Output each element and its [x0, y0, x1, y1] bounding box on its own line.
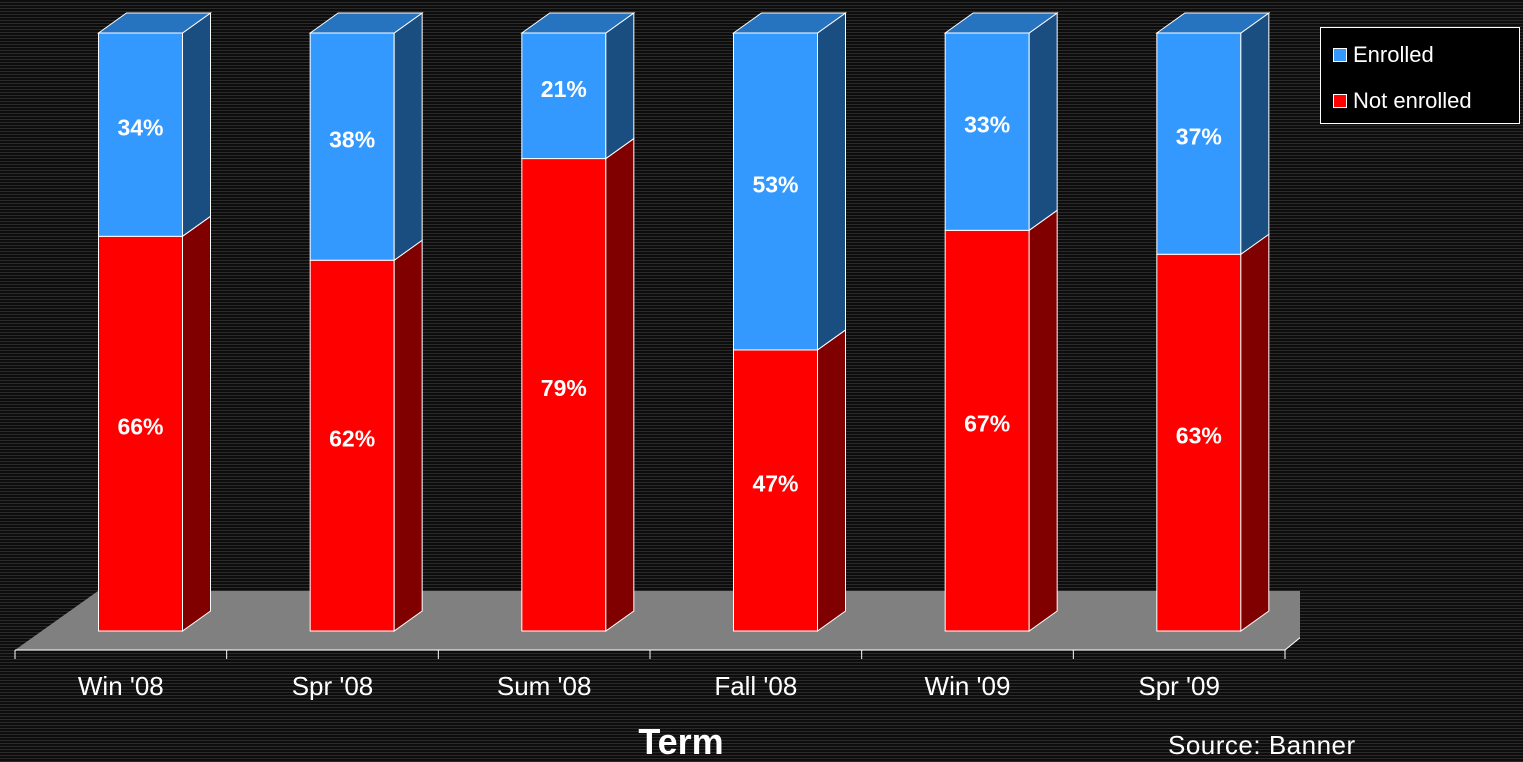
- data-label-not-enrolled: 62%: [329, 426, 375, 452]
- bar-stack: 67% 33%: [943, 12, 1059, 632]
- data-label-not-enrolled: 63%: [1176, 423, 1222, 449]
- bar-top-enrolled: [731, 12, 848, 34]
- floor-right-edge: [1284, 637, 1300, 651]
- source-note: Source: Banner: [1168, 730, 1356, 760]
- data-label-not-enrolled: 47%: [752, 471, 798, 497]
- x-tick-label: Spr '09: [1138, 671, 1220, 700]
- legend: Enrolled Not enrolled: [1320, 27, 1520, 124]
- bar-side-not-enrolled: [1240, 233, 1270, 632]
- x-tick-label: Spr '08: [292, 671, 374, 700]
- data-label-enrolled: 34%: [117, 115, 163, 141]
- bar-stack: 47% 53%: [731, 12, 848, 632]
- bar-stack: 63% 37%: [1155, 12, 1271, 632]
- legend-swatch-enrolled: [1333, 48, 1347, 62]
- legend-label-not-enrolled: Not enrolled: [1353, 88, 1472, 113]
- x-tick-label: Win '09: [925, 671, 1011, 700]
- bar-segment-not-enrolled: [521, 158, 607, 632]
- x-tick-label: Sum '08: [497, 671, 592, 700]
- bar-top-enrolled: [1155, 12, 1271, 34]
- x-tick-label: Win '08: [78, 671, 164, 700]
- bar-side-not-enrolled: [1028, 209, 1058, 632]
- bar-segment-not-enrolled: [944, 229, 1030, 632]
- bar-side-enrolled: [182, 12, 211, 238]
- bar-segment-enrolled: [309, 32, 395, 261]
- bar-segment-enrolled: [521, 32, 607, 160]
- bar-segment-enrolled: [944, 32, 1030, 231]
- x-tick-label: Fall '08: [714, 671, 797, 700]
- legend-item-enrolled: Enrolled: [1333, 44, 1434, 66]
- bar-segment-not-enrolled: [309, 259, 395, 632]
- bar-side-enrolled: [605, 12, 635, 160]
- legend-label-enrolled: Enrolled: [1353, 42, 1434, 67]
- data-label-enrolled: 37%: [1176, 124, 1222, 150]
- bar-segment-enrolled: [98, 32, 183, 237]
- bars-group: 66% 34% 62% 38% 79% 21% 47% 53% 67% 33% 63% 37%: [96, 12, 1271, 632]
- bar-side-enrolled: [1028, 12, 1058, 232]
- bar-top-enrolled: [520, 12, 636, 34]
- legend-item-not-enrolled: Not enrolled: [1333, 90, 1472, 112]
- data-label-enrolled: 38%: [329, 127, 375, 153]
- bar-segment-enrolled: [733, 32, 818, 351]
- bar-stack: 66% 34%: [96, 12, 213, 632]
- stacked-bar-chart: 66% 34% 62% 38% 79% 21% 47% 53% 67% 33% 63% 37% Win…: [14, 12, 1300, 700]
- bar-segment-not-enrolled: [733, 349, 818, 632]
- data-label-not-enrolled: 67%: [964, 411, 1010, 437]
- bar-side-enrolled: [393, 12, 423, 262]
- x-axis-title: Term: [638, 721, 724, 762]
- bar-side-not-enrolled: [605, 137, 635, 632]
- bar-stack: 79% 21%: [520, 12, 636, 632]
- bar-side-enrolled: [817, 12, 846, 351]
- bar-top-enrolled: [943, 12, 1059, 34]
- bar-top-enrolled: [308, 12, 424, 34]
- data-label-not-enrolled: 66%: [117, 414, 163, 440]
- x-axis-ticks: [14, 650, 1286, 659]
- bar-side-not-enrolled: [393, 239, 423, 632]
- bar-side-not-enrolled: [817, 328, 846, 632]
- data-label-enrolled: 21%: [541, 76, 587, 102]
- data-label-not-enrolled: 79%: [541, 375, 587, 401]
- bar-top-enrolled: [96, 12, 213, 34]
- data-label-enrolled: 33%: [964, 112, 1010, 138]
- bar-side-enrolled: [1240, 12, 1270, 256]
- bar-side-not-enrolled: [182, 215, 211, 632]
- legend-swatch-not-enrolled: [1333, 94, 1347, 108]
- bar-stack: 62% 38%: [308, 12, 424, 632]
- x-tick-labels: Win '08 Spr '08 Sum '08 Fall '08 Win '09 Spr …: [78, 671, 1220, 700]
- data-label-enrolled: 53%: [752, 172, 798, 198]
